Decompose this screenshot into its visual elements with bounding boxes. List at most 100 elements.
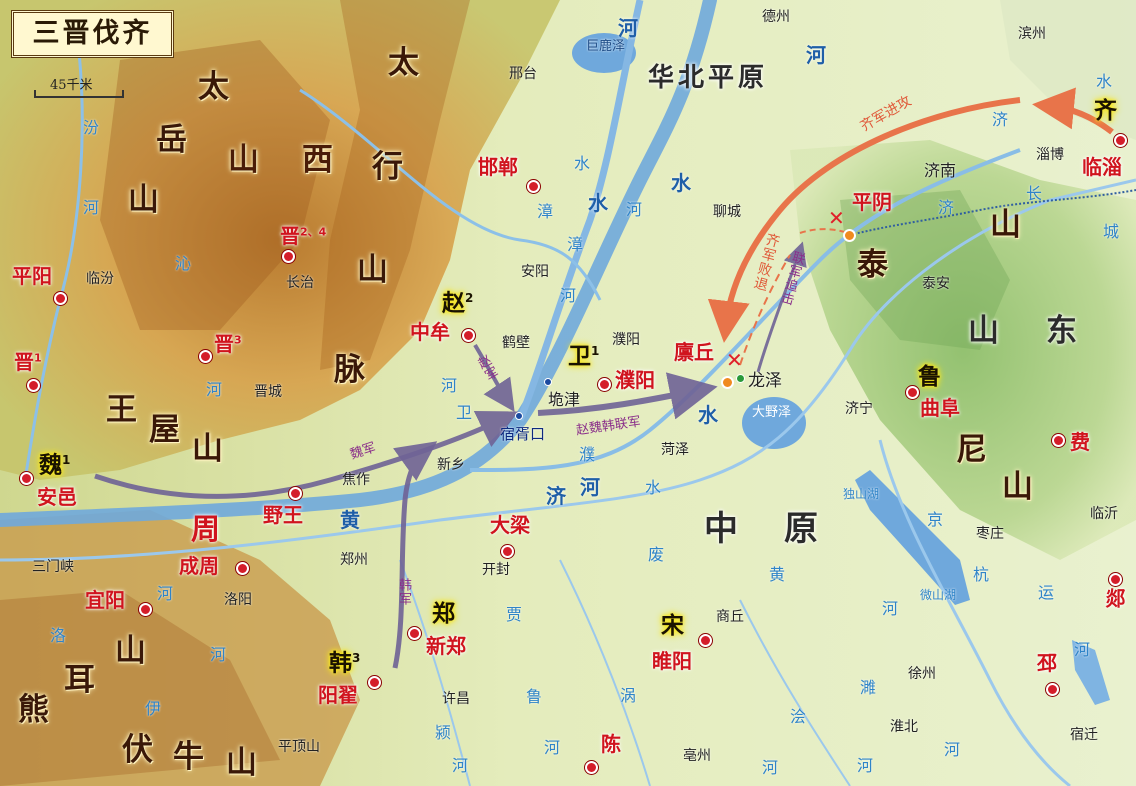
river-zhang-2: 漳 [567, 235, 584, 254]
place-handan-dot [527, 180, 540, 193]
place-xinzheng: 新郑 [426, 634, 466, 658]
mountain-shanxi-1: 山 [228, 142, 259, 178]
place-chen-dot [585, 761, 598, 774]
place-linzi: 临淄 [1082, 155, 1122, 179]
place-puyang-dot [598, 378, 611, 391]
mountain-shanxi-2: 西 [302, 142, 333, 178]
city-jiaozuo: 焦作 [342, 472, 370, 488]
state-wei: 魏1 [39, 454, 70, 478]
mountain-funiu-1: 伏 [122, 732, 153, 768]
city-changzhi: 长治 [286, 275, 314, 291]
place-anyi-dot [20, 472, 33, 485]
river-ji: 济 [546, 484, 566, 508]
river-he-10: 河 [857, 756, 874, 775]
place-yangdi-dot [368, 676, 381, 689]
state-lu: 鲁 [918, 364, 941, 390]
river-huang-2: 黄 [769, 565, 786, 584]
mountain-taiyue-3: 山 [128, 182, 159, 218]
place-yiyang-dot [139, 603, 152, 616]
place-jin3: 晋3 [214, 334, 242, 354]
place-fei: 费 [1070, 430, 1090, 454]
mountain-wangwu-1: 王 [106, 392, 137, 428]
mountain-taiyue-2: 岳 [156, 122, 187, 158]
place-qufu-dot [906, 386, 919, 399]
lake-weishan: 微山湖 [920, 588, 957, 602]
city-xinxiang: 新乡 [437, 457, 465, 473]
lake-julu: 巨鹿泽 [586, 39, 626, 54]
mountain-ni-2: 山 [1002, 469, 1033, 505]
city-luoyang: 洛阳 [224, 592, 252, 608]
place-pingyin: 平阴 [852, 190, 892, 214]
city-jincheng: 晋城 [254, 384, 282, 400]
place-zhongmou: 中牟 [410, 320, 450, 344]
river-shui-1: 水 [588, 191, 608, 215]
state-han-note: 3 [352, 651, 361, 665]
river-guo: 涡 [620, 686, 637, 705]
river-gu: 贾 [506, 605, 523, 624]
state-zhao-name: 赵 [442, 290, 465, 317]
mountain-taiyue-1: 太 [198, 69, 229, 105]
place-jin24: 晋2、4 [280, 226, 326, 246]
city-dezhou: 德州 [762, 9, 790, 25]
place-yangdi: 阳翟 [318, 683, 358, 707]
river-zhang: 漳 [537, 202, 554, 221]
place-fei-dot [1052, 434, 1065, 447]
place-linqiu-dot [721, 376, 734, 389]
battle-pingyin-icon: ✕ [828, 206, 845, 230]
place-suiyang-dot [699, 634, 712, 647]
place-jin24-dot [282, 250, 295, 263]
mountain-wangwu-2: 屋 [149, 412, 180, 448]
river-shui-6: 水 [1096, 72, 1113, 91]
state-han: 韩3 [329, 652, 360, 676]
river-qin: 沁 [175, 254, 192, 273]
scale-bar-line [34, 90, 124, 98]
mountain-taihang-1: 太 [388, 45, 419, 81]
place-chen: 陈 [601, 732, 621, 756]
state-wei-vassal-note: 1 [591, 344, 600, 358]
state-zhao-note: 2 [465, 291, 474, 305]
river-fen: 汾 [83, 118, 100, 137]
city-shangqiu: 商丘 [716, 609, 744, 625]
river-luo-he: 河 [157, 584, 174, 603]
city-linfen: 临汾 [86, 271, 114, 287]
mountain-taihang-2: 行 [372, 149, 403, 185]
state-zhao: 赵2 [442, 292, 473, 316]
point-longze-dot [736, 374, 745, 383]
city-zhengzhou: 郑州 [340, 552, 368, 568]
point-tuojin: 垝津 [548, 390, 581, 409]
state-zhou: 周 [191, 512, 221, 546]
river-yi: 伊 [145, 699, 162, 718]
city-puyang: 濮阳 [612, 332, 640, 348]
city-kaifeng: 开封 [482, 562, 510, 578]
city-huaibei: 淮北 [890, 719, 918, 735]
mountain-taihang-3: 山 [357, 252, 388, 288]
battle-linqiu-icon: ✕ [726, 348, 743, 372]
river-he-11: 河 [944, 740, 961, 759]
river-ji-3: 济 [992, 110, 1009, 129]
state-han-name: 韩 [329, 650, 352, 677]
state-wei-name: 魏 [39, 452, 62, 479]
state-song: 宋 [661, 613, 684, 639]
river-he: 河 [580, 475, 600, 499]
river-he-north: 河 [618, 16, 638, 40]
place-jin3-note: 3 [234, 333, 242, 347]
river-he-mid: 河 [806, 43, 826, 67]
region-shandong-2: 东 [1046, 313, 1081, 349]
mountain-ni-1: 尼 [956, 432, 987, 468]
place-chengzhou-dot [236, 562, 249, 575]
city-suqian: 宿迁 [1070, 727, 1098, 743]
city-xingtai: 邢台 [509, 66, 537, 82]
place-yewang: 野王 [263, 503, 303, 527]
place-jin1-note: 1 [34, 351, 42, 365]
label-han-army: 韩军 [396, 578, 411, 606]
river-yun: 运 [1038, 583, 1055, 602]
river-he-12: 河 [210, 645, 227, 664]
city-xuzhou: 徐州 [908, 666, 936, 682]
river-hang: 杭 [973, 565, 990, 584]
place-pi-dot [1046, 683, 1059, 696]
wall-cheng: 城 [1103, 222, 1120, 241]
city-anyang: 安阳 [521, 264, 549, 280]
city-liaocheng: 聊城 [713, 204, 741, 220]
city-heze: 菏泽 [661, 442, 689, 458]
mountain-xionger-3: 山 [115, 633, 146, 669]
